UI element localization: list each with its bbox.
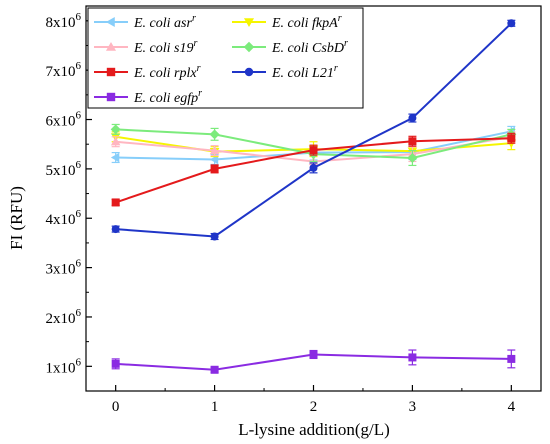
legend-swatch-marker [105,41,117,51]
data-point [209,129,220,140]
series-5 [111,19,516,241]
data-point [507,354,516,363]
data-point [110,136,121,146]
legend-item-0: E. coli asrr [94,13,196,31]
legend: E. coli asrr E. coli fkpAr E. coli s19r E. … [87,7,364,109]
legend-item-4: E. coli rplxr [94,63,201,81]
data-point [210,232,219,241]
y-tick-label: 2x106 [46,307,82,327]
data-point [507,19,516,28]
y-axis-title: FI (RFU) [7,186,26,250]
legend-item-1: E. coli fkpAr [232,13,342,31]
legend-item-5: E. coli L21r [232,63,338,81]
legend-item-6: E. coli egfpr [94,88,202,106]
data-point [408,137,417,146]
legend-label: E. coli s19r [133,38,198,56]
plot-layer [110,19,517,374]
legend-swatch-marker [243,41,255,53]
y-tick-label: 5x106 [46,159,82,179]
x-tick-label: 1 [211,399,219,415]
series-4 [111,132,516,207]
legend-swatch-marker [106,67,116,77]
x-axis-title: L-lysine addition(g/L) [238,420,390,439]
data-point [507,134,516,143]
data-point [111,198,120,207]
legend-label: E. coli egfpr [133,88,202,106]
legend-swatch-marker [244,67,254,77]
data-point [309,163,318,172]
legend-label: E. coli rplxr [133,63,201,81]
data-point [408,353,417,362]
data-point [209,145,220,155]
x-tick-label: 2 [310,399,318,415]
data-point [407,153,418,164]
data-point [110,124,121,135]
legend-swatch-marker [105,16,115,28]
y-tick-label: 4x106 [46,208,82,228]
data-point [408,114,417,123]
legend-swatch-marker [243,18,255,28]
y-tick-label: 7x106 [46,60,82,80]
y-tick-label: 6x106 [46,110,82,130]
legend-box [87,7,364,109]
data-point [210,365,219,374]
legend-swatch-marker [106,92,116,102]
data-point [210,164,219,173]
legend-label: E. coli L21r [271,63,338,81]
legend-label: E. coli CsbDr [271,38,348,56]
data-point [309,350,318,359]
x-tick-label: 4 [508,399,516,415]
legend-item-3: E. coli CsbDr [232,38,348,56]
data-point [309,146,318,155]
legend-label: E. coli fkpAr [271,13,342,31]
data-point [110,152,120,163]
legend-label: E. coli asrr [133,13,196,31]
y-tick-label: 1x106 [46,356,82,376]
x-tick-label: 3 [409,399,417,415]
data-point [111,359,120,368]
series-6 [111,349,516,374]
x-tick-label: 0 [112,399,120,415]
axes-layer: 0 1 2 3 4 1x106 2x106 3x106 4x106 5x106 6x106 7x106… [46,5,542,415]
data-point [111,225,120,234]
y-tick-label: 3x106 [46,258,82,278]
legend-item-2: E. coli s19r [94,38,198,56]
y-tick-label: 8x106 [46,11,82,31]
